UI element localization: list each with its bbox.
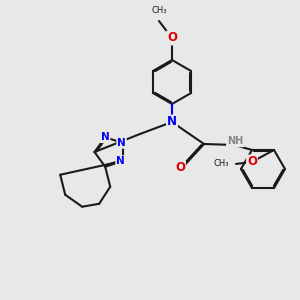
- Text: NH: NH: [227, 136, 243, 146]
- Text: N: N: [167, 116, 177, 128]
- Text: N: N: [117, 138, 126, 148]
- Text: O: O: [167, 32, 177, 44]
- Text: CH₃: CH₃: [151, 6, 167, 15]
- Text: O: O: [247, 155, 257, 168]
- Text: O: O: [175, 161, 185, 175]
- Text: CH₃: CH₃: [214, 159, 229, 168]
- Text: N: N: [116, 156, 125, 166]
- Text: N: N: [101, 132, 110, 142]
